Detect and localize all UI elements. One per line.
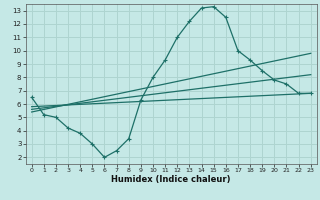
- X-axis label: Humidex (Indice chaleur): Humidex (Indice chaleur): [111, 175, 231, 184]
